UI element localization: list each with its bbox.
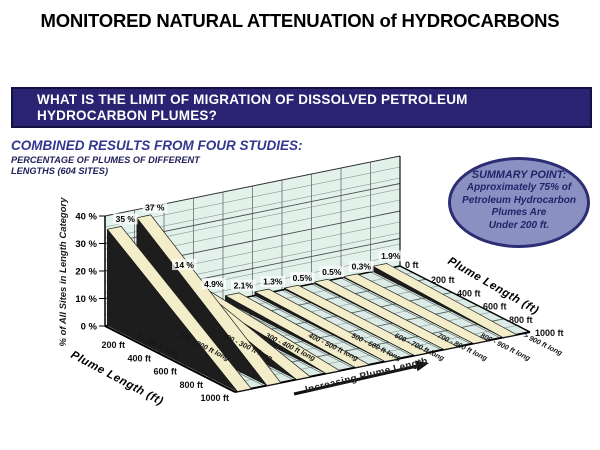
floor-gridline-depth — [340, 277, 472, 345]
question-banner: WHAT IS THE LIMIT OF MIGRATION OF DISSOL… — [11, 87, 592, 128]
y-axis-tick-label: 0 % — [81, 322, 98, 333]
chart-heading-line1: PERCENTAGE OF PLUMES OF DIFFERENT — [11, 155, 200, 165]
depth-axis-label-right: 800 ft — [509, 315, 533, 325]
depth-axis-label-right: 0 ft — [405, 260, 419, 270]
value-label-bg — [142, 201, 168, 213]
question-banner-line2: HYDROCARBON PLUMES? — [37, 107, 218, 123]
floor-left-edge — [104, 325, 236, 393]
value-label: 0.5% — [293, 273, 313, 283]
y-axis-tick-label: 10 % — [75, 294, 97, 305]
value-label-bg — [319, 266, 345, 278]
depth-axis-label-right: 600 ft — [483, 302, 507, 312]
floor-gridline-depth — [252, 295, 383, 363]
increasing-plume-arrowhead — [415, 360, 429, 372]
value-label: 2.1% — [234, 281, 254, 291]
depth-axis-label-left: 1000 ft — [200, 393, 229, 403]
y-axis-tick-label: 20 % — [75, 267, 97, 278]
summary-point-line: Approximately 75% of — [466, 181, 572, 193]
y-axis-tick-label: 30 % — [75, 239, 97, 250]
bar-ribbon-side — [254, 291, 386, 362]
depth-axis-label-left: 200 ft — [101, 340, 125, 350]
value-label-bg — [172, 259, 197, 271]
summary-point-line: Petroleum Hydrocarbon — [462, 194, 576, 206]
floor-right-edge — [399, 265, 531, 333]
depth-axis-label-right: 400 ft — [457, 288, 481, 298]
value-label-bg — [201, 278, 227, 290]
y-axis-tick-label: 40 % — [75, 212, 97, 223]
slide-title: MONITORED NATURAL ATTENUATION of HYDROCA… — [40, 10, 560, 31]
value-label: 0.5% — [322, 267, 342, 277]
value-label: 1.9% — [381, 251, 401, 261]
summary-point-line: SUMMARY POINT: — [471, 169, 567, 181]
summary-point-callout: SUMMARY POINT: Approximately 75% of Petr… — [448, 157, 590, 248]
chart-heading-line2: LENGTHS (604 SITES) — [11, 165, 108, 176]
depth-axis-label-right: 200 ft — [431, 275, 455, 285]
value-label: 35 % — [116, 214, 136, 224]
y-axis-title: % of All Sites in Length Category — [58, 197, 69, 347]
bar-ribbon-side — [284, 287, 415, 356]
depth-axis-label-right: 1000 ft — [535, 328, 564, 338]
floor-gridline-depth — [281, 289, 413, 357]
chart-heading: PERCENTAGE OF PLUMES OF DIFFERENT LENGTH… — [11, 155, 200, 176]
value-label: 0.3% — [352, 261, 372, 271]
value-label-bg — [378, 250, 404, 262]
depth-axis-label-left: 800 ft — [179, 380, 203, 390]
value-label-bg — [349, 260, 374, 272]
depth-axis-label-left: 400 ft — [127, 353, 151, 363]
bar-ribbon-side — [225, 295, 356, 368]
value-label-bg — [113, 213, 138, 225]
value-label-bg — [231, 279, 256, 291]
floor-gridline-depth — [311, 283, 442, 351]
value-label-bg — [290, 272, 315, 284]
value-label: 14 % — [175, 260, 195, 270]
value-label-bg — [260, 276, 286, 287]
floor-gridline-depth — [370, 271, 501, 339]
value-label: 1.3% — [263, 277, 283, 287]
bar-ribbon-side — [107, 229, 238, 392]
summary-point-line: Plumes Are — [491, 207, 547, 219]
value-label: 4.9% — [204, 279, 224, 289]
question-banner-line1: WHAT IS THE LIMIT OF MIGRATION OF DISSOL… — [37, 92, 468, 107]
increasing-plume-arrow-line — [293, 364, 418, 396]
value-label: 37 % — [145, 203, 165, 213]
depth-axis-label-left: 600 ft — [153, 367, 177, 377]
summary-point-line: Under 200 ft. — [488, 220, 550, 232]
combined-results-subtitle: COMBINED RESULTS FROM FOUR STUDIES: — [11, 138, 303, 153]
